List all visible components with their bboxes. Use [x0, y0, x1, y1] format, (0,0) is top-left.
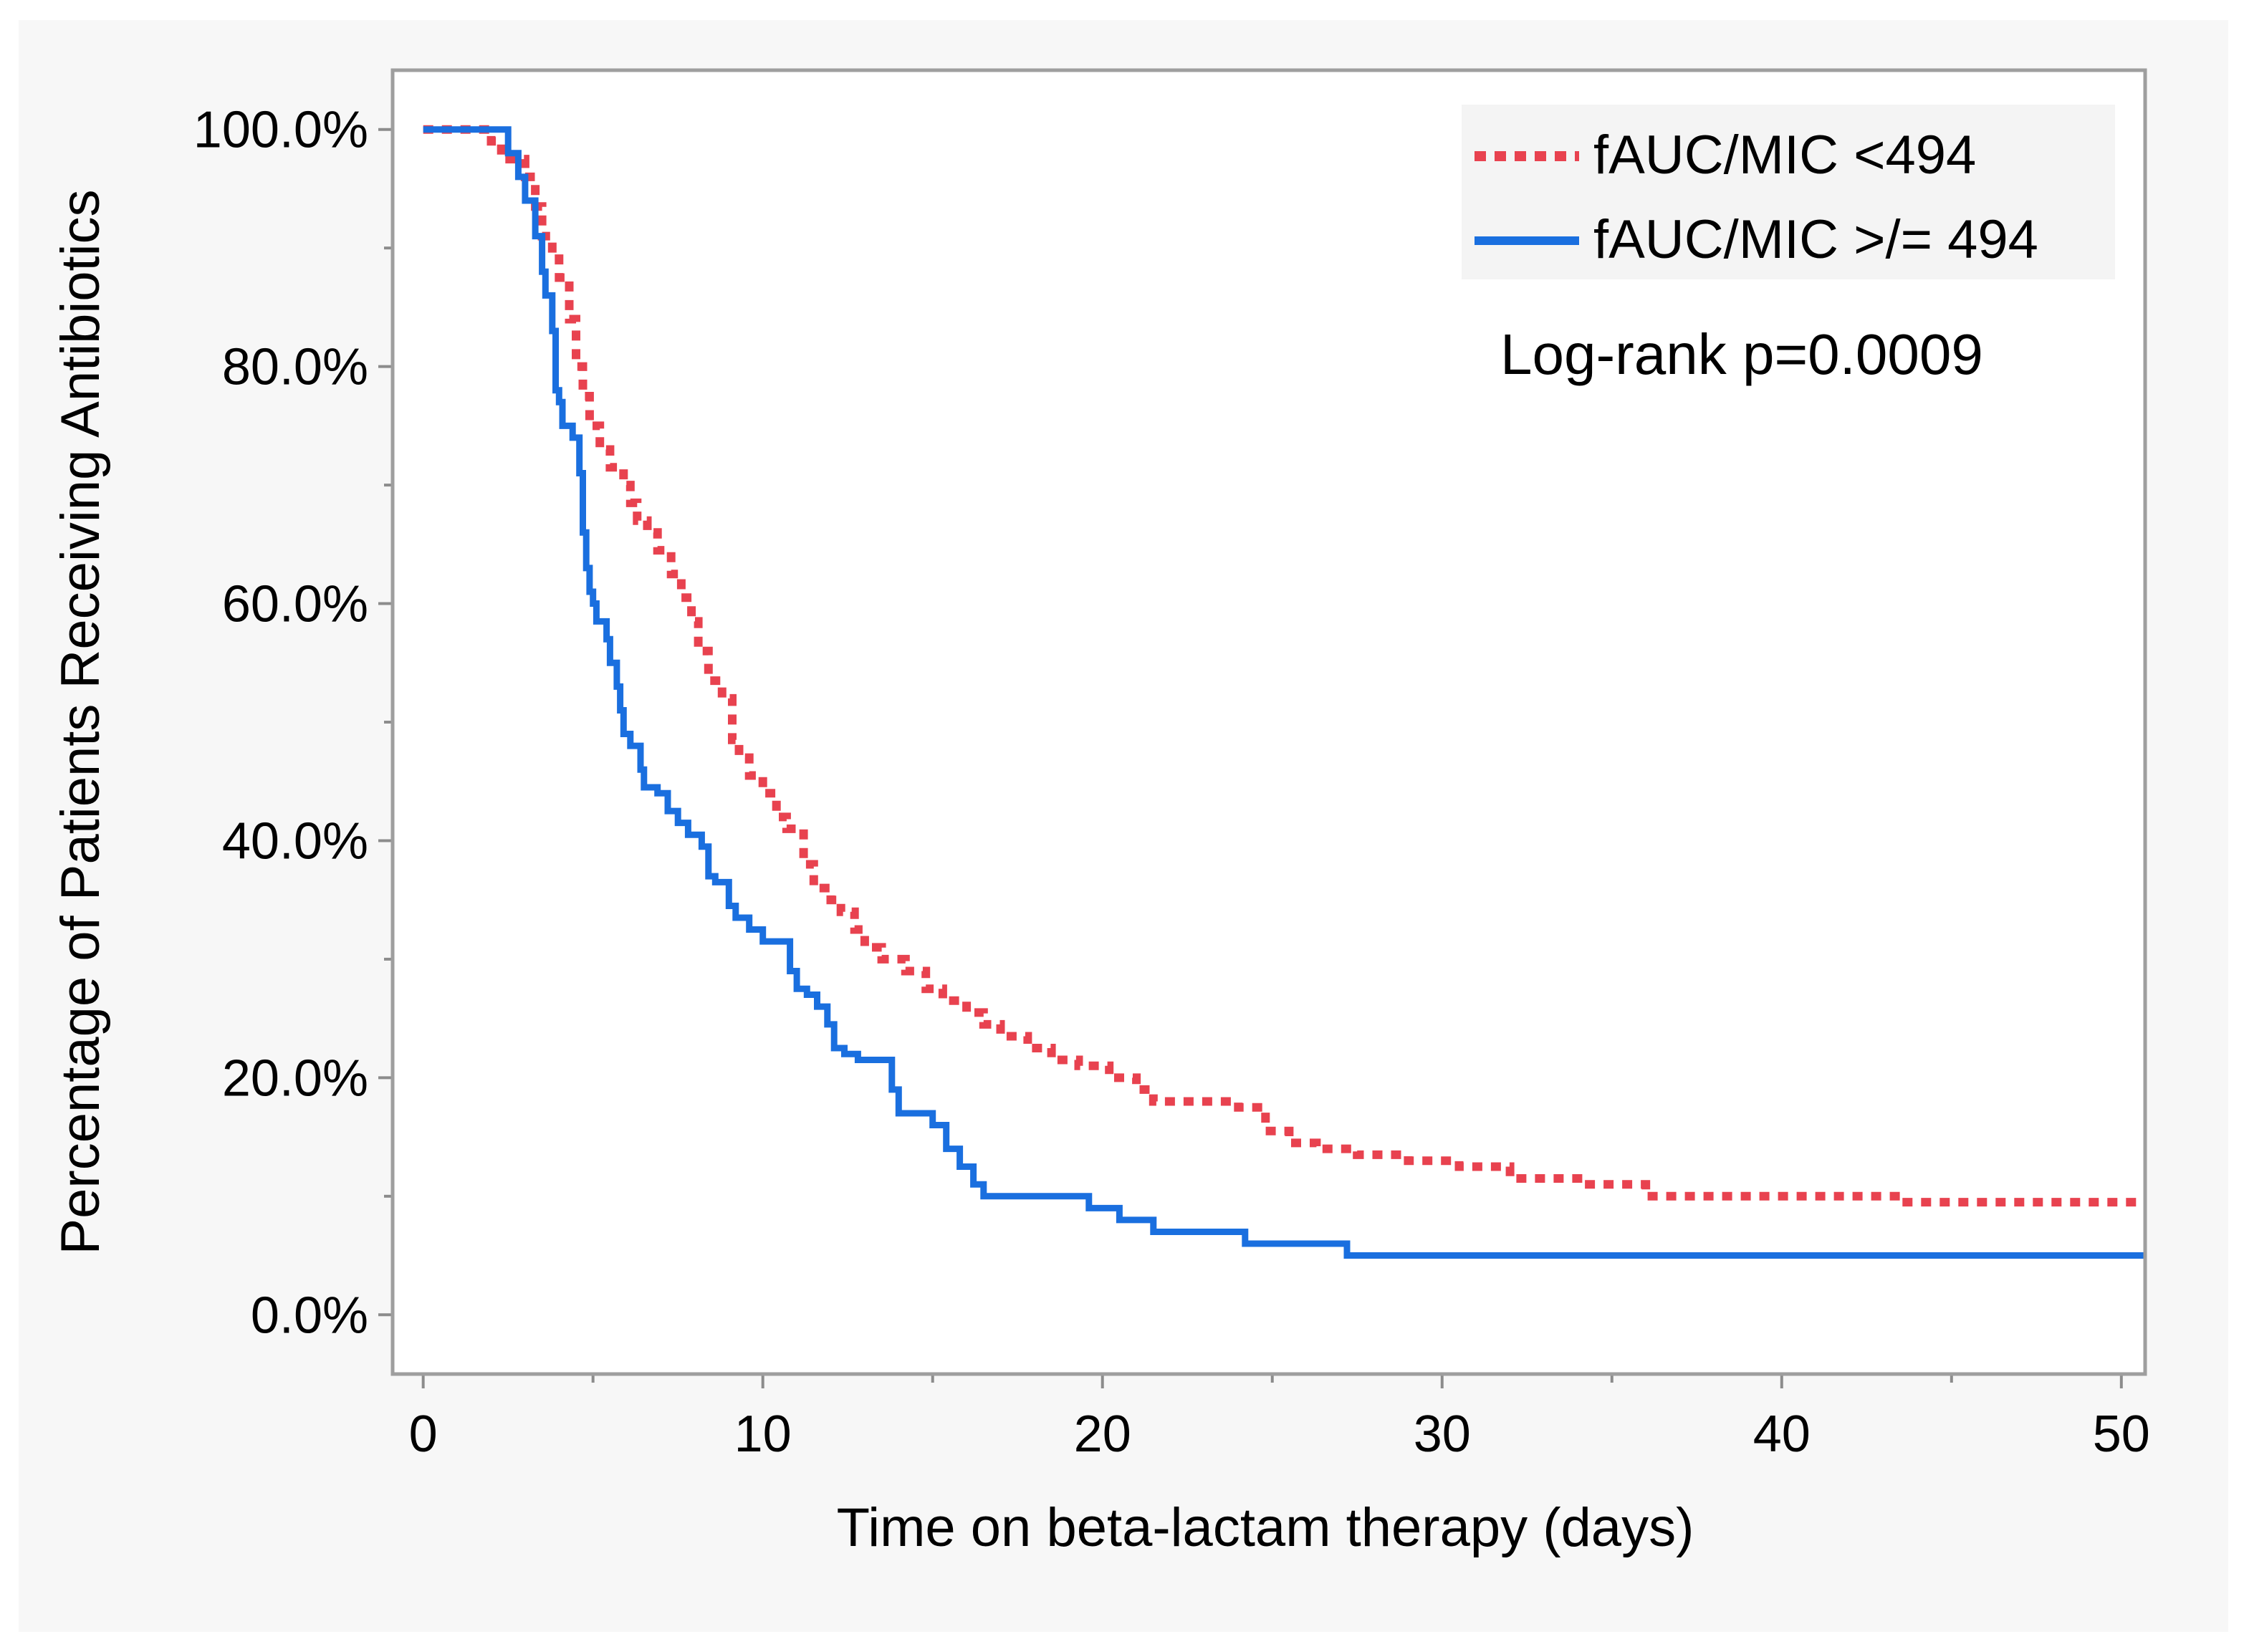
- plot-area: [393, 70, 2145, 1374]
- legend-label-fauc-low: fAUC/MIC <494: [1593, 125, 1976, 186]
- y-tick-label: 60.0%: [222, 576, 368, 633]
- x-axis: 0 10 20 30 40 50: [409, 1374, 2150, 1463]
- legend-box: [1462, 105, 2115, 279]
- y-axis: 0.0% 20.0% 40.0% 60.0% 80.0% 100.0%: [193, 102, 393, 1344]
- plot-frame: [390, 68, 2147, 1376]
- y-tick-label: 20.0%: [222, 1050, 368, 1107]
- x-tick-label: 10: [734, 1406, 792, 1463]
- y-axis-title: Percentage of Patients Receiving Antibio…: [50, 189, 111, 1254]
- y-tick-label: 100.0%: [193, 102, 368, 159]
- series-line-fauc-low: [423, 125, 2145, 1207]
- x-tick-label: 30: [1414, 1406, 1471, 1463]
- y-tick-label: 0.0%: [251, 1287, 368, 1344]
- y-tick-label: 40.0%: [222, 812, 368, 870]
- log-rank-annotation: Log-rank p=0.0009: [1500, 322, 1983, 386]
- x-axis-title: Time on beta-lactam therapy (days): [837, 1497, 1694, 1558]
- legend: fAUC/MIC <494 fAUC/MIC >/= 494: [1462, 105, 2115, 279]
- y-tick-label: 80.0%: [222, 339, 368, 396]
- x-tick-label: 20: [1074, 1406, 1131, 1463]
- series-line-fauc-high: [423, 126, 2145, 1259]
- x-tick-label: 0: [409, 1406, 438, 1463]
- x-tick-label: 50: [2093, 1406, 2150, 1463]
- x-tick-label: 40: [1753, 1406, 1811, 1463]
- series-layer: [423, 125, 2145, 1259]
- legend-label-fauc-high: fAUC/MIC >/= 494: [1593, 209, 2038, 270]
